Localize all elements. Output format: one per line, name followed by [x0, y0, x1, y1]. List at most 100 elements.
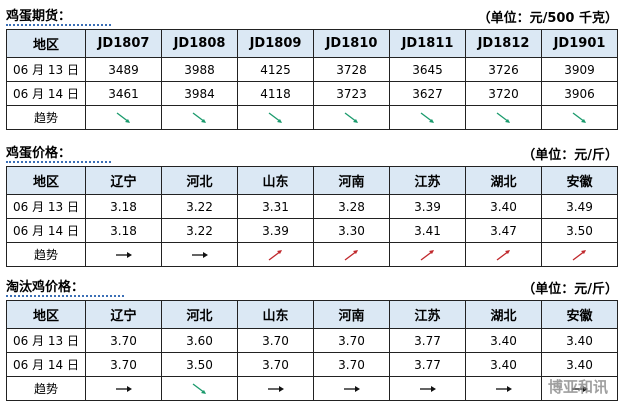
trend-cell	[465, 105, 542, 130]
up-arrow	[417, 249, 439, 261]
down-arrow	[113, 112, 135, 124]
right-arrow	[113, 249, 135, 261]
cell: 3.70	[313, 352, 390, 377]
cell: 06 月 13 日	[6, 57, 86, 82]
cell: 3.47	[465, 218, 542, 243]
down-arrow	[341, 112, 363, 124]
watermark: 博亚和讯	[547, 378, 608, 396]
cell: 3.40	[465, 352, 542, 377]
down-arrow	[417, 112, 439, 124]
trend-cell	[313, 105, 390, 130]
header-cell: 地区	[6, 29, 86, 58]
down-arrow	[569, 112, 591, 124]
section: 淘汰鸡价格： （单位：元/斤） 地区 辽宁 河北 山东 河南 江苏 湖北 安徽 06 月 13 …	[6, 277, 618, 401]
header-cell: 江苏	[389, 300, 466, 329]
trend-cell	[161, 376, 238, 401]
header-cell: 河北	[161, 166, 238, 195]
trend-cell	[85, 242, 162, 267]
cell: 06 月 14 日	[6, 218, 86, 243]
trend-cell	[313, 376, 390, 401]
right-arrow	[493, 383, 515, 395]
right-arrow	[341, 383, 363, 395]
cell: 3.70	[237, 352, 314, 377]
cell: 3.70	[237, 328, 314, 353]
header-cell: 河南	[313, 166, 390, 195]
trend-cell	[85, 376, 162, 401]
cell: 3723	[313, 81, 390, 106]
header-cell: 安徽	[541, 300, 618, 329]
header-cell: JD1807	[85, 29, 162, 58]
trend-cell	[85, 105, 162, 130]
cell: 3.18	[85, 194, 162, 219]
trend-label: 趋势	[6, 105, 86, 130]
unit: （单位：元/斤）	[522, 282, 618, 297]
header-cell: 湖北	[465, 166, 542, 195]
header-cell: 地区	[6, 166, 86, 195]
right-arrow	[189, 249, 211, 261]
cell: 3.60	[161, 328, 238, 353]
cell: 06 月 13 日	[6, 194, 86, 219]
header-cell: JD1808	[161, 29, 238, 58]
trend-cell	[541, 105, 618, 130]
section-title: 淘汰鸡价格：	[6, 276, 125, 297]
cell: 3461	[85, 81, 162, 106]
trend-cell	[465, 242, 542, 267]
cell: 3.49	[541, 194, 618, 219]
cell: 3.22	[161, 194, 238, 219]
up-arrow	[265, 249, 287, 261]
trend-cell	[389, 242, 466, 267]
cell: 3.70	[313, 328, 390, 353]
up-arrow	[493, 249, 515, 261]
header-cell: 湖北	[465, 300, 542, 329]
cell: 3645	[389, 57, 466, 82]
header-cell: 河南	[313, 300, 390, 329]
up-arrow	[569, 249, 591, 261]
right-arrow	[113, 383, 135, 395]
section: 鸡蛋期货： （单位：元/500 千克） 地区 JD1807 JD1808 JD1809 J…	[6, 6, 618, 130]
trend-cell	[313, 242, 390, 267]
down-arrow	[189, 112, 211, 124]
header-cell: JD1810	[313, 29, 390, 58]
header-cell: JD1812	[465, 29, 542, 58]
cell: 3627	[389, 81, 466, 106]
trend-cell	[389, 105, 466, 130]
table: 地区 辽宁 河北 山东 河南 江苏 湖北 安徽 06 月 13 日 3.70 3.60 3.70 3.…	[6, 300, 618, 401]
cell: 3984	[161, 81, 238, 106]
cell: 3906	[541, 81, 618, 106]
trend-cell	[161, 242, 238, 267]
cell: 3.31	[237, 194, 314, 219]
header-cell: 江苏	[389, 166, 466, 195]
cell: 06 月 14 日	[6, 352, 86, 377]
trend-cell	[237, 376, 314, 401]
section: 鸡蛋价格： （单位：元/斤） 地区 辽宁 河北 山东 河南 江苏 湖北 安徽 06 月 13 日…	[6, 143, 618, 267]
header-cell: 山东	[237, 300, 314, 329]
trend-cell	[237, 105, 314, 130]
header-cell: JD1811	[389, 29, 466, 58]
header-cell: JD1809	[237, 29, 314, 58]
right-arrow	[265, 383, 287, 395]
cell: 06 月 13 日	[6, 328, 86, 353]
trend-label: 趋势	[6, 376, 86, 401]
cell: 06 月 14 日	[6, 81, 86, 106]
header-cell: JD1901	[541, 29, 618, 58]
cell: 3.70	[85, 352, 162, 377]
cell: 3.77	[389, 328, 466, 353]
trend-cell	[389, 376, 466, 401]
header-cell: 安徽	[541, 166, 618, 195]
cell: 3728	[313, 57, 390, 82]
cell: 3.22	[161, 218, 238, 243]
header-cell: 地区	[6, 300, 86, 329]
right-arrow	[417, 383, 439, 395]
cell: 3.50	[541, 218, 618, 243]
header-cell: 辽宁	[85, 300, 162, 329]
table: 地区 辽宁 河北 山东 河南 江苏 湖北 安徽 06 月 13 日 3.18 3.22 3.31 3.…	[6, 166, 618, 267]
cell: 3909	[541, 57, 618, 82]
cell: 3.70	[85, 328, 162, 353]
cell: 4118	[237, 81, 314, 106]
cell: 3489	[85, 57, 162, 82]
section-title: 鸡蛋价格：	[6, 142, 112, 163]
cell: 3988	[161, 57, 238, 82]
unit: （单位：元/500 千克）	[477, 11, 618, 26]
header-cell: 河北	[161, 300, 238, 329]
trend-cell	[237, 242, 314, 267]
